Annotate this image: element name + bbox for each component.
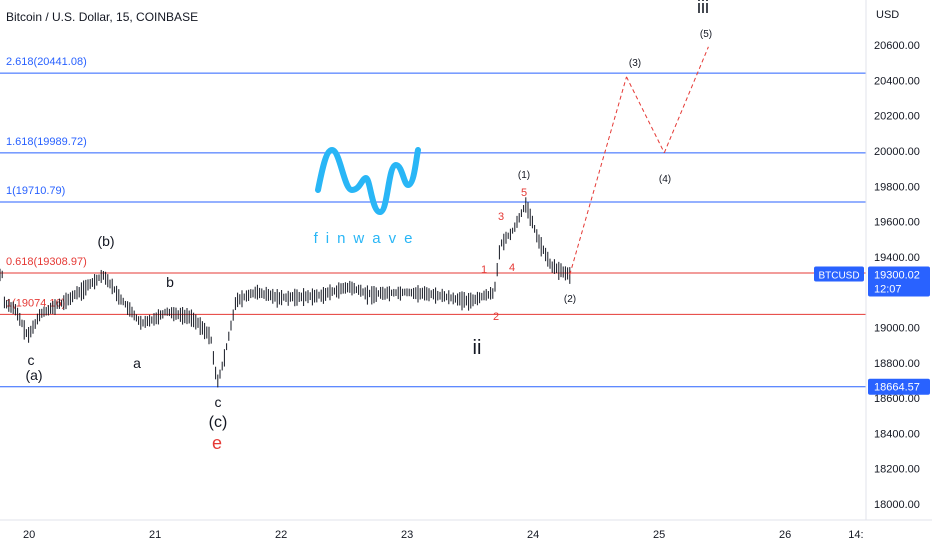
wave-number-2: 2 [493,311,499,323]
wave-label-iii: iii [697,0,709,17]
wave-label-ii: ii [473,337,482,359]
y-tick-label: 18000.00 [874,499,920,511]
wave-number-4: 4 [509,262,515,274]
wave-label-4: (4) [659,174,671,185]
wave-label-a-paren: (a) [25,367,42,383]
x-tick-label: 24 [527,529,539,541]
wave-label-2: (2) [564,294,576,305]
fib-label: 1.618(19989.72) [6,136,87,148]
level-tag [868,378,930,395]
wave-label-1: (1) [518,170,530,181]
symbol-tag-text: BTCUSD [818,271,859,282]
level-tag-value: 18664.57 [874,382,920,394]
y-tick-label: 18400.00 [874,428,920,440]
price-tag-countdown: 12:07 [874,284,902,296]
y-tick-label: 19800.00 [874,181,920,193]
y-tick-label: 19400.00 [874,252,920,264]
x-tick-label: 22 [275,529,287,541]
currency-label: USD [876,9,899,21]
wave-label-3: (3) [629,58,641,69]
x-tick-label: 23 [401,529,413,541]
chart-title: Bitcoin / U.S. Dollar, 15, COINBASE [6,10,199,24]
price-tag [868,266,930,297]
fib-label: 2.618(20441.08) [6,56,87,68]
y-tick-label: 19600.00 [874,217,920,229]
wave-label-a: a [133,355,141,371]
x-tick-label: 26 [779,529,791,541]
wave-label-b: b [166,274,174,290]
x-tick-label: 21 [149,529,161,541]
x-tick-label: 20 [23,529,35,541]
fib-label: 1(19074.16) [6,297,65,309]
projection-segment [626,76,665,153]
y-tick-label: 20000.00 [874,146,920,158]
y-tick-label: 20400.00 [874,75,920,87]
wave-number-3: 3 [498,211,504,223]
y-tick-label: 20600.00 [874,40,920,52]
wave-label-b-paren: (b) [97,233,114,249]
x-tick-label: 14: [848,529,863,541]
wave-label-c-mid: c [215,394,222,410]
wave-number-1: 1 [481,264,487,276]
y-tick-label: 19000.00 [874,323,920,335]
x-tick-label: 25 [653,529,665,541]
wave-label-c-paren: (c) [209,414,228,431]
wave-label-5: (5) [700,29,712,40]
finwave-logo-text: finwave [314,230,421,247]
fib-label: 1(19710.79) [6,185,65,197]
y-tick-label: 18600.00 [874,393,920,405]
y-tick-label: 18800.00 [874,358,920,370]
finwave-logo [315,146,421,216]
y-tick-label: 20200.00 [874,111,920,123]
symbol-tag [814,266,864,282]
price-tag-value: 19300.02 [874,270,920,282]
wave-label-c-left: c [28,352,35,368]
fib-label: 0.618(19308.97) [6,256,87,268]
projection-segment [663,46,709,153]
wave-label-e: e [212,433,222,453]
finwave-logo-mark [315,146,421,216]
y-tick-label: 18200.00 [874,464,920,476]
wave-number-5: 5 [521,187,527,199]
projection-segment [569,76,627,275]
